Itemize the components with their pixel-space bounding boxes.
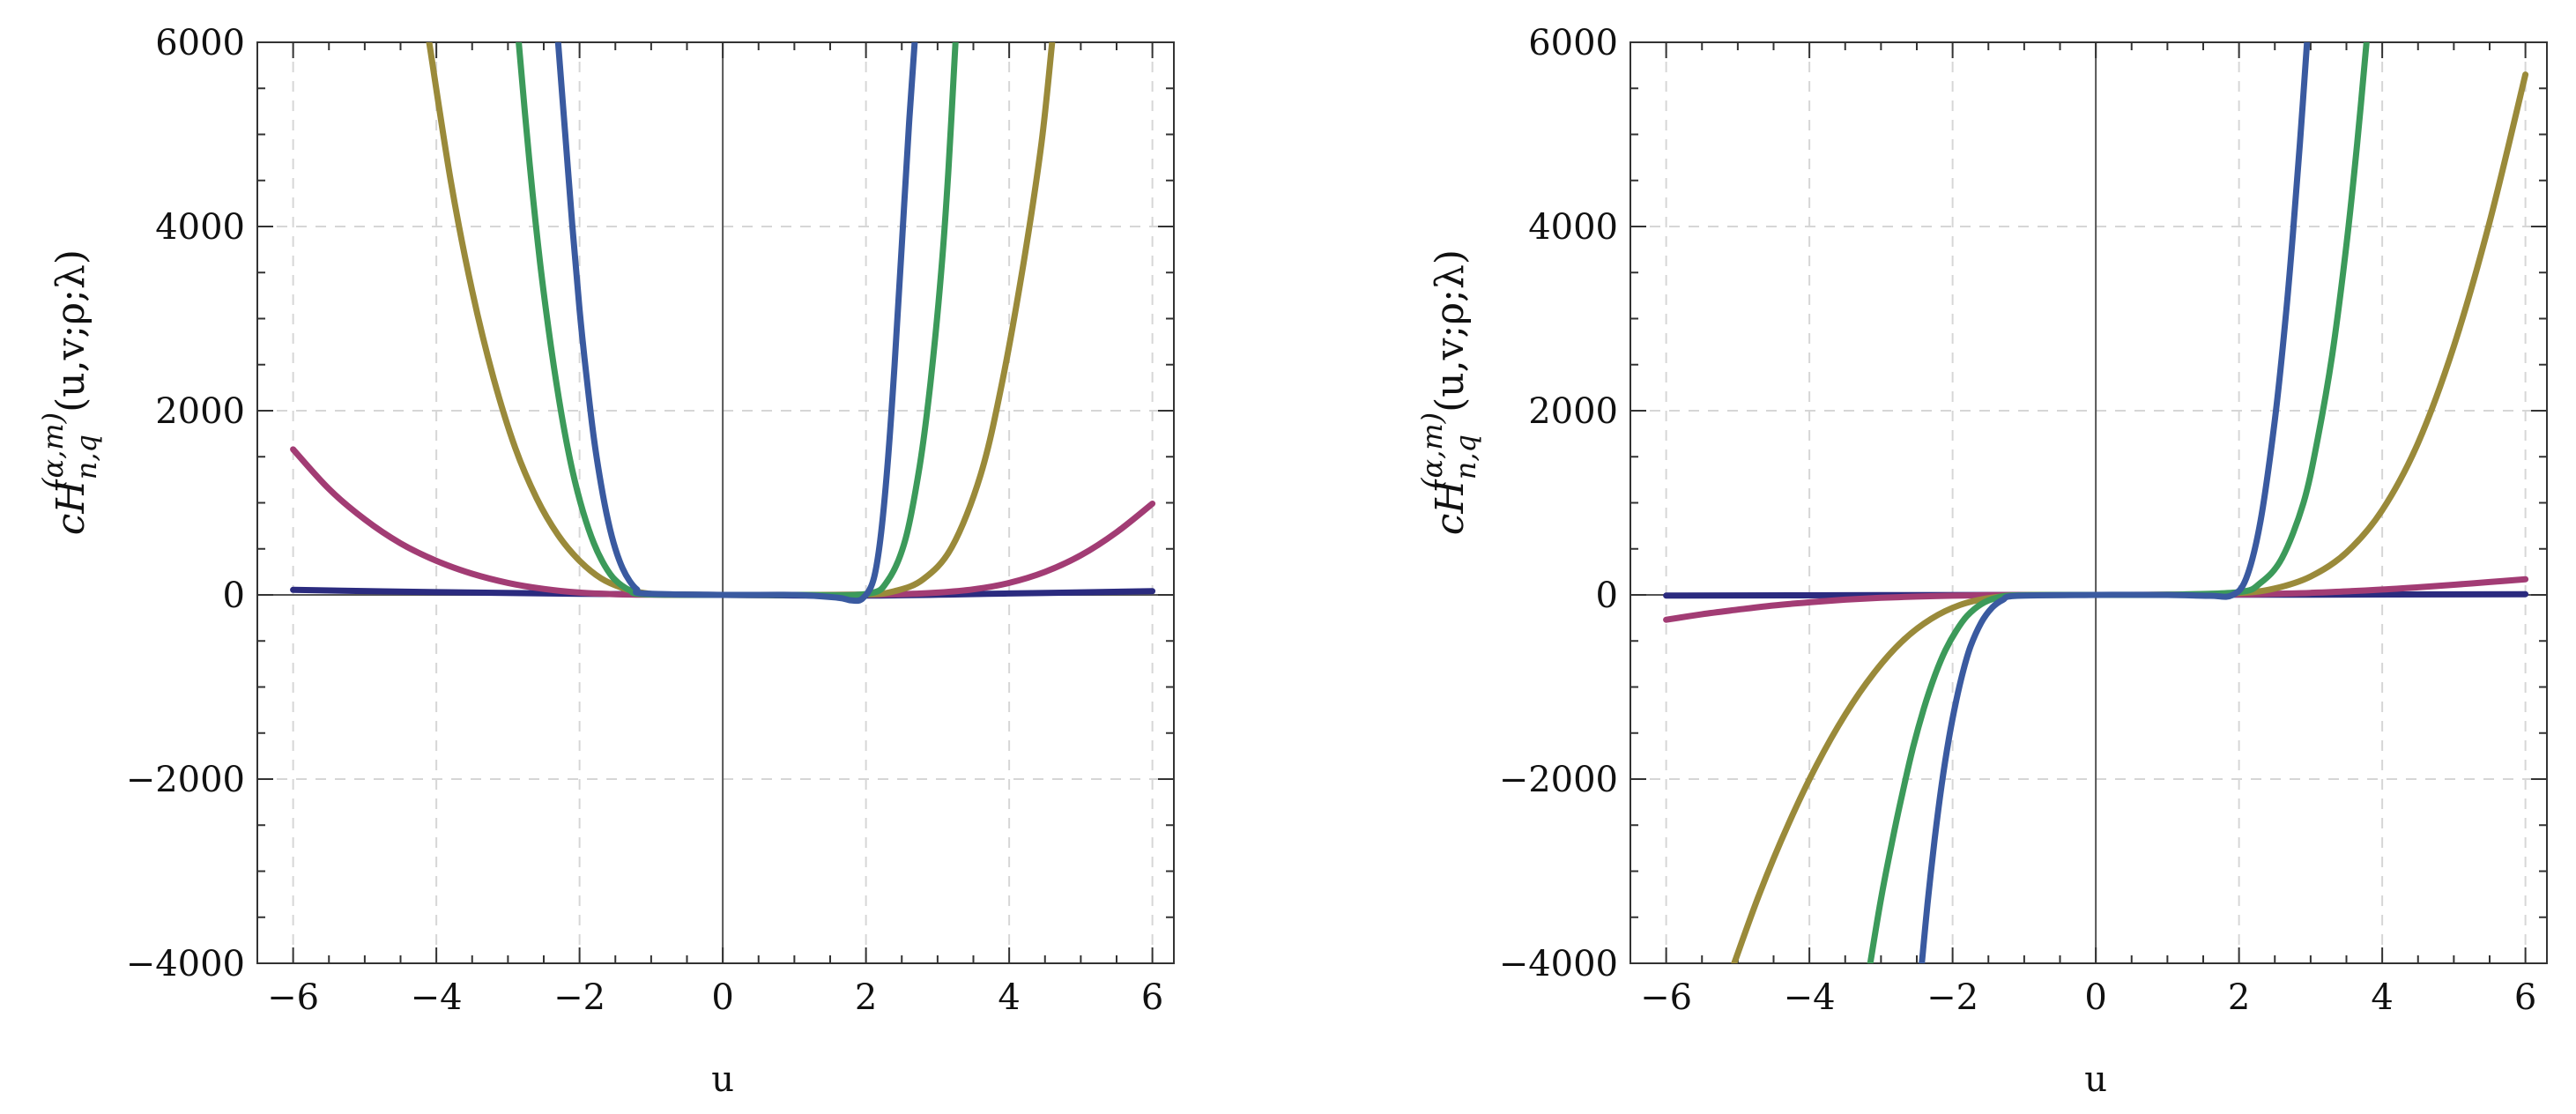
p1-frame	[1629, 41, 2548, 964]
left-plot: −6 −4 −2 0 2 4 6−4000−20000200040006000ucHn,q(…	[36, 23, 1175, 1100]
p1-ytick-label-3: 2000	[1528, 391, 1618, 432]
p1-y-axis-title: cHn,q(α,m)(u,v;ρ;λ)	[1415, 249, 1482, 535]
p1-xtick-label-6: 6	[2514, 977, 2536, 1018]
p0-xtick-label-6: 6	[1141, 977, 1163, 1018]
p0-y-title-part-0: c	[48, 514, 93, 536]
p0-ytick-label-3: 2000	[155, 391, 245, 432]
p1-y-title-part-1: H	[1428, 479, 1473, 515]
p0-y-title-part-1: H	[48, 479, 93, 515]
p1-x-axis-title: u	[2084, 1059, 2107, 1100]
p1-xtick-label-0: −6	[1640, 977, 1692, 1018]
p0-series-olive	[426, 42, 1056, 598]
right-plot: −6 −4 −2 0 2 4 6−4000−20000200040006000ucHn,q(…	[1415, 23, 2548, 1100]
p1-ytick-label-0: −4000	[1499, 944, 1618, 984]
p1-series-green	[1867, 42, 2370, 963]
p0-y-title-part-2: n,q	[70, 434, 103, 479]
p1-ytick-label-4: 4000	[1528, 207, 1618, 248]
p0-ytick-label-1: −2000	[126, 760, 245, 800]
p0-y-title-part-3: (α,m)	[36, 412, 70, 489]
p0-xtick-label-0: −6	[267, 977, 319, 1018]
p0-ytick-label-2: 0	[223, 576, 245, 616]
p0-xtick-label-3: 0	[711, 977, 733, 1018]
p0-y-axis-title: cHn,q(α,m)(u,v;ρ;λ)	[36, 249, 103, 535]
p1-ytick-label-1: −2000	[1499, 760, 1618, 800]
p1-series-group	[1663, 42, 2529, 963]
p1-y-title-part-3: (α,m)	[1415, 412, 1449, 489]
p0-ytick-label-4: 4000	[155, 207, 245, 248]
p1-ytick-label-5: 6000	[1528, 23, 1618, 63]
p1-y-title-part-0: c	[1428, 514, 1473, 536]
p0-xtick-label-1: −4	[411, 977, 463, 1018]
p0-xtick-label-5: 4	[998, 977, 1020, 1018]
p1-ytick-label-2: 0	[1596, 576, 1618, 616]
p1-xtick-label-5: 4	[2371, 977, 2393, 1018]
p0-ytick-label-0: −4000	[126, 944, 245, 984]
p0-series-group	[290, 42, 1156, 605]
p1-xtick-label-4: 2	[2228, 977, 2250, 1018]
p1-xtick-label-2: −2	[1926, 977, 1978, 1018]
p0-xtick-label-2: −2	[553, 977, 605, 1018]
p0-xtick-label-4: 2	[855, 977, 877, 1018]
p0-x-axis-title: u	[711, 1059, 734, 1100]
p0-series-blue	[554, 42, 918, 605]
p1-series-olive	[1731, 71, 2529, 963]
p0-series-green	[516, 42, 959, 598]
p0-ytick-label-5: 6000	[155, 23, 245, 63]
p1-series-blue	[1919, 42, 2311, 963]
p0-y-title-part-4: (u,v;ρ;λ)	[48, 249, 93, 412]
p1-xtick-label-1: −4	[1784, 977, 1836, 1018]
p1-y-title-part-4: (u,v;ρ;λ)	[1428, 249, 1473, 412]
p1-xtick-label-3: 0	[2084, 977, 2106, 1018]
p1-y-title-part-2: n,q	[1449, 434, 1482, 479]
